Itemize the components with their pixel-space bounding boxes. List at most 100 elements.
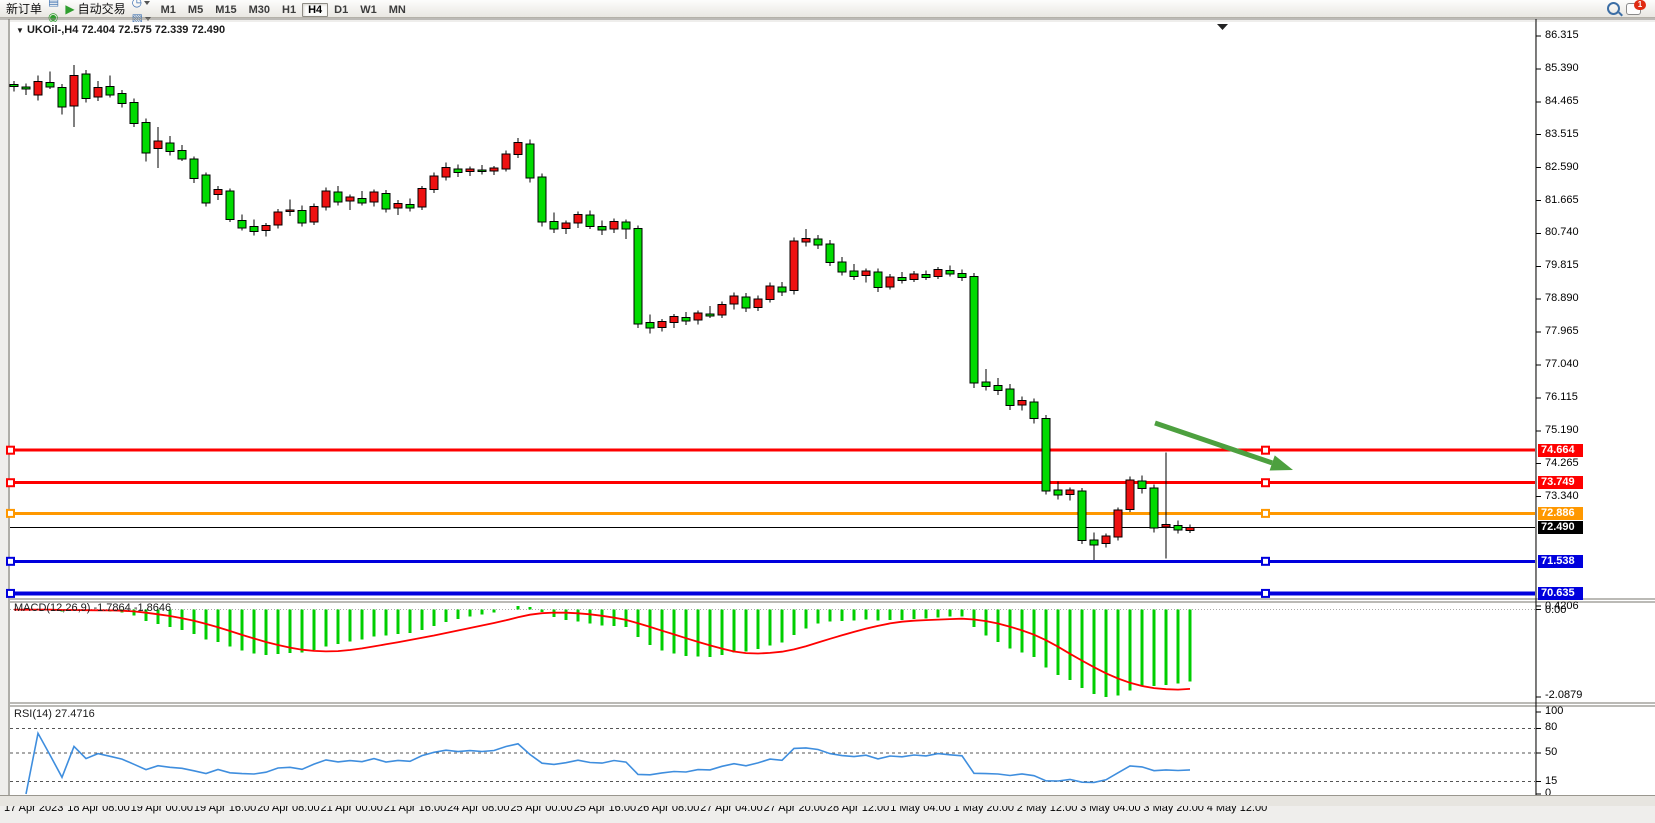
candle [213, 188, 223, 196]
hline-handle-right[interactable] [1261, 556, 1270, 566]
autotrading-button[interactable]: ▶ 自动交易 [62, 1, 128, 17]
candle [441, 166, 451, 178]
candle [753, 298, 763, 308]
candle [1077, 490, 1087, 542]
chart-window: ▼ UKOil-,H4 72.404 72.575 72.339 72.490 … [0, 18, 1655, 823]
price-axis-label: 73.340 [1545, 489, 1579, 502]
price-axis-label: 77.965 [1545, 325, 1579, 338]
candle [93, 87, 103, 98]
candle [117, 92, 127, 104]
candle [285, 209, 295, 213]
price-axis-label: 79.815 [1545, 259, 1579, 272]
timeframe-button-m1[interactable]: M1 [160, 3, 176, 16]
chart-title-bar[interactable]: ▼ UKOil-,H4 72.404 72.575 72.339 72.490 [16, 24, 225, 36]
hline-handle-left[interactable] [6, 478, 15, 488]
candle [1113, 509, 1123, 538]
candle [885, 276, 895, 288]
candle [453, 168, 463, 173]
dropdown-caret-icon[interactable] [144, 0, 151, 8]
candle [609, 220, 619, 230]
trend-arrow-annotation[interactable] [1154, 420, 1273, 466]
candle [201, 174, 211, 204]
candle [1185, 526, 1195, 532]
candle [825, 243, 835, 263]
timeframe-button-d1[interactable]: D1 [334, 3, 349, 16]
candle [969, 275, 979, 384]
hline-handle-right[interactable] [1261, 508, 1270, 518]
timeframe-button-h1[interactable]: H1 [282, 3, 297, 16]
candle [261, 225, 271, 231]
new-order-button[interactable]: 新订单 [3, 1, 45, 17]
candle [921, 274, 931, 279]
timeframe-button-h4[interactable]: H4 [302, 2, 329, 17]
chart-title: UKOil-,H4 72.404 72.575 72.339 72.490 [26, 24, 226, 36]
candle [621, 221, 631, 230]
price-badge-74_664: 74.664 [1538, 443, 1583, 457]
candle [1005, 388, 1015, 407]
timeframe-button-m5[interactable]: M5 [187, 3, 204, 16]
candle [585, 214, 595, 228]
candle [1065, 489, 1075, 495]
candle [717, 304, 727, 316]
hline-handle-right[interactable] [1261, 445, 1270, 455]
chart-canvas[interactable] [0, 18, 1655, 823]
hline-handle-right[interactable] [1261, 588, 1270, 598]
price-axis-label: 76.115 [1545, 390, 1578, 403]
candle [657, 321, 667, 328]
candle [1137, 480, 1147, 490]
price-badge-72_490: 72.490 [1538, 520, 1583, 534]
candle [357, 197, 367, 204]
timeframe-button-m30[interactable]: M30 [248, 3, 270, 16]
autotrading-icon: ▶ [65, 1, 75, 16]
candle [273, 211, 283, 226]
candle [1173, 524, 1183, 531]
rsi-scale-label: 100 [1545, 705, 1564, 717]
main-toolbar: 新订单 ◆▤◉▣ ▶ 自动交易 ∣∣∣◫∿+−▸┆┆▸＋◷▧↖┼│─╱∥E┄FA… [0, 0, 1655, 221]
candle [693, 312, 703, 321]
price-badge-72_886: 72.886 [1538, 506, 1583, 520]
hline-handle-left[interactable] [6, 508, 15, 518]
candle [333, 191, 343, 203]
navigator-button[interactable]: ◉ [45, 9, 62, 25]
hline-handle-left[interactable] [6, 588, 15, 598]
candle [1089, 539, 1099, 546]
candle [993, 385, 1003, 391]
hline-handle-right[interactable] [1261, 478, 1270, 488]
notifications-button[interactable]: 1 [1623, 0, 1646, 17]
candle [1161, 523, 1171, 528]
candle [81, 73, 91, 99]
price-axis-label: 81.665 [1545, 193, 1579, 206]
chat-bubble-icon: 1 [1626, 0, 1646, 15]
hline-handle-left[interactable] [6, 445, 15, 455]
candle [309, 205, 319, 223]
candle [897, 277, 907, 281]
price-badge-71_538: 71.538 [1538, 554, 1583, 568]
search-button[interactable] [1604, 1, 1623, 17]
price-axis-label: 77.040 [1545, 358, 1579, 370]
autotrading-label: 自动交易 [77, 2, 126, 16]
rsi-line [25, 730, 1191, 795]
rsi-scale-label: 80 [1545, 721, 1558, 734]
timeframe-button-m15[interactable]: M15 [215, 3, 237, 16]
candle [705, 313, 715, 317]
candle [153, 140, 163, 150]
price-badge-70_635: 70.635 [1538, 586, 1583, 600]
candle [597, 226, 607, 231]
candle [741, 296, 751, 309]
chart-dropdown-icon[interactable]: ▼ [16, 26, 24, 35]
price-axis-label: 83.515 [1545, 127, 1579, 140]
chart-shift-marker-icon[interactable] [1217, 24, 1228, 30]
data-window-button[interactable]: ▤ [45, 0, 62, 9]
candle [513, 141, 523, 156]
price-axis-label: 85.390 [1545, 61, 1579, 74]
candle [249, 226, 259, 232]
timeframe-button-mn[interactable]: MN [388, 3, 406, 16]
candle [909, 273, 919, 281]
hline-handle-left[interactable] [6, 556, 15, 566]
candle [525, 143, 535, 179]
timeframe-button-w1[interactable]: W1 [360, 3, 377, 16]
candle [105, 85, 115, 96]
periods-button[interactable]: ◷ [129, 0, 155, 10]
candle [141, 122, 151, 154]
